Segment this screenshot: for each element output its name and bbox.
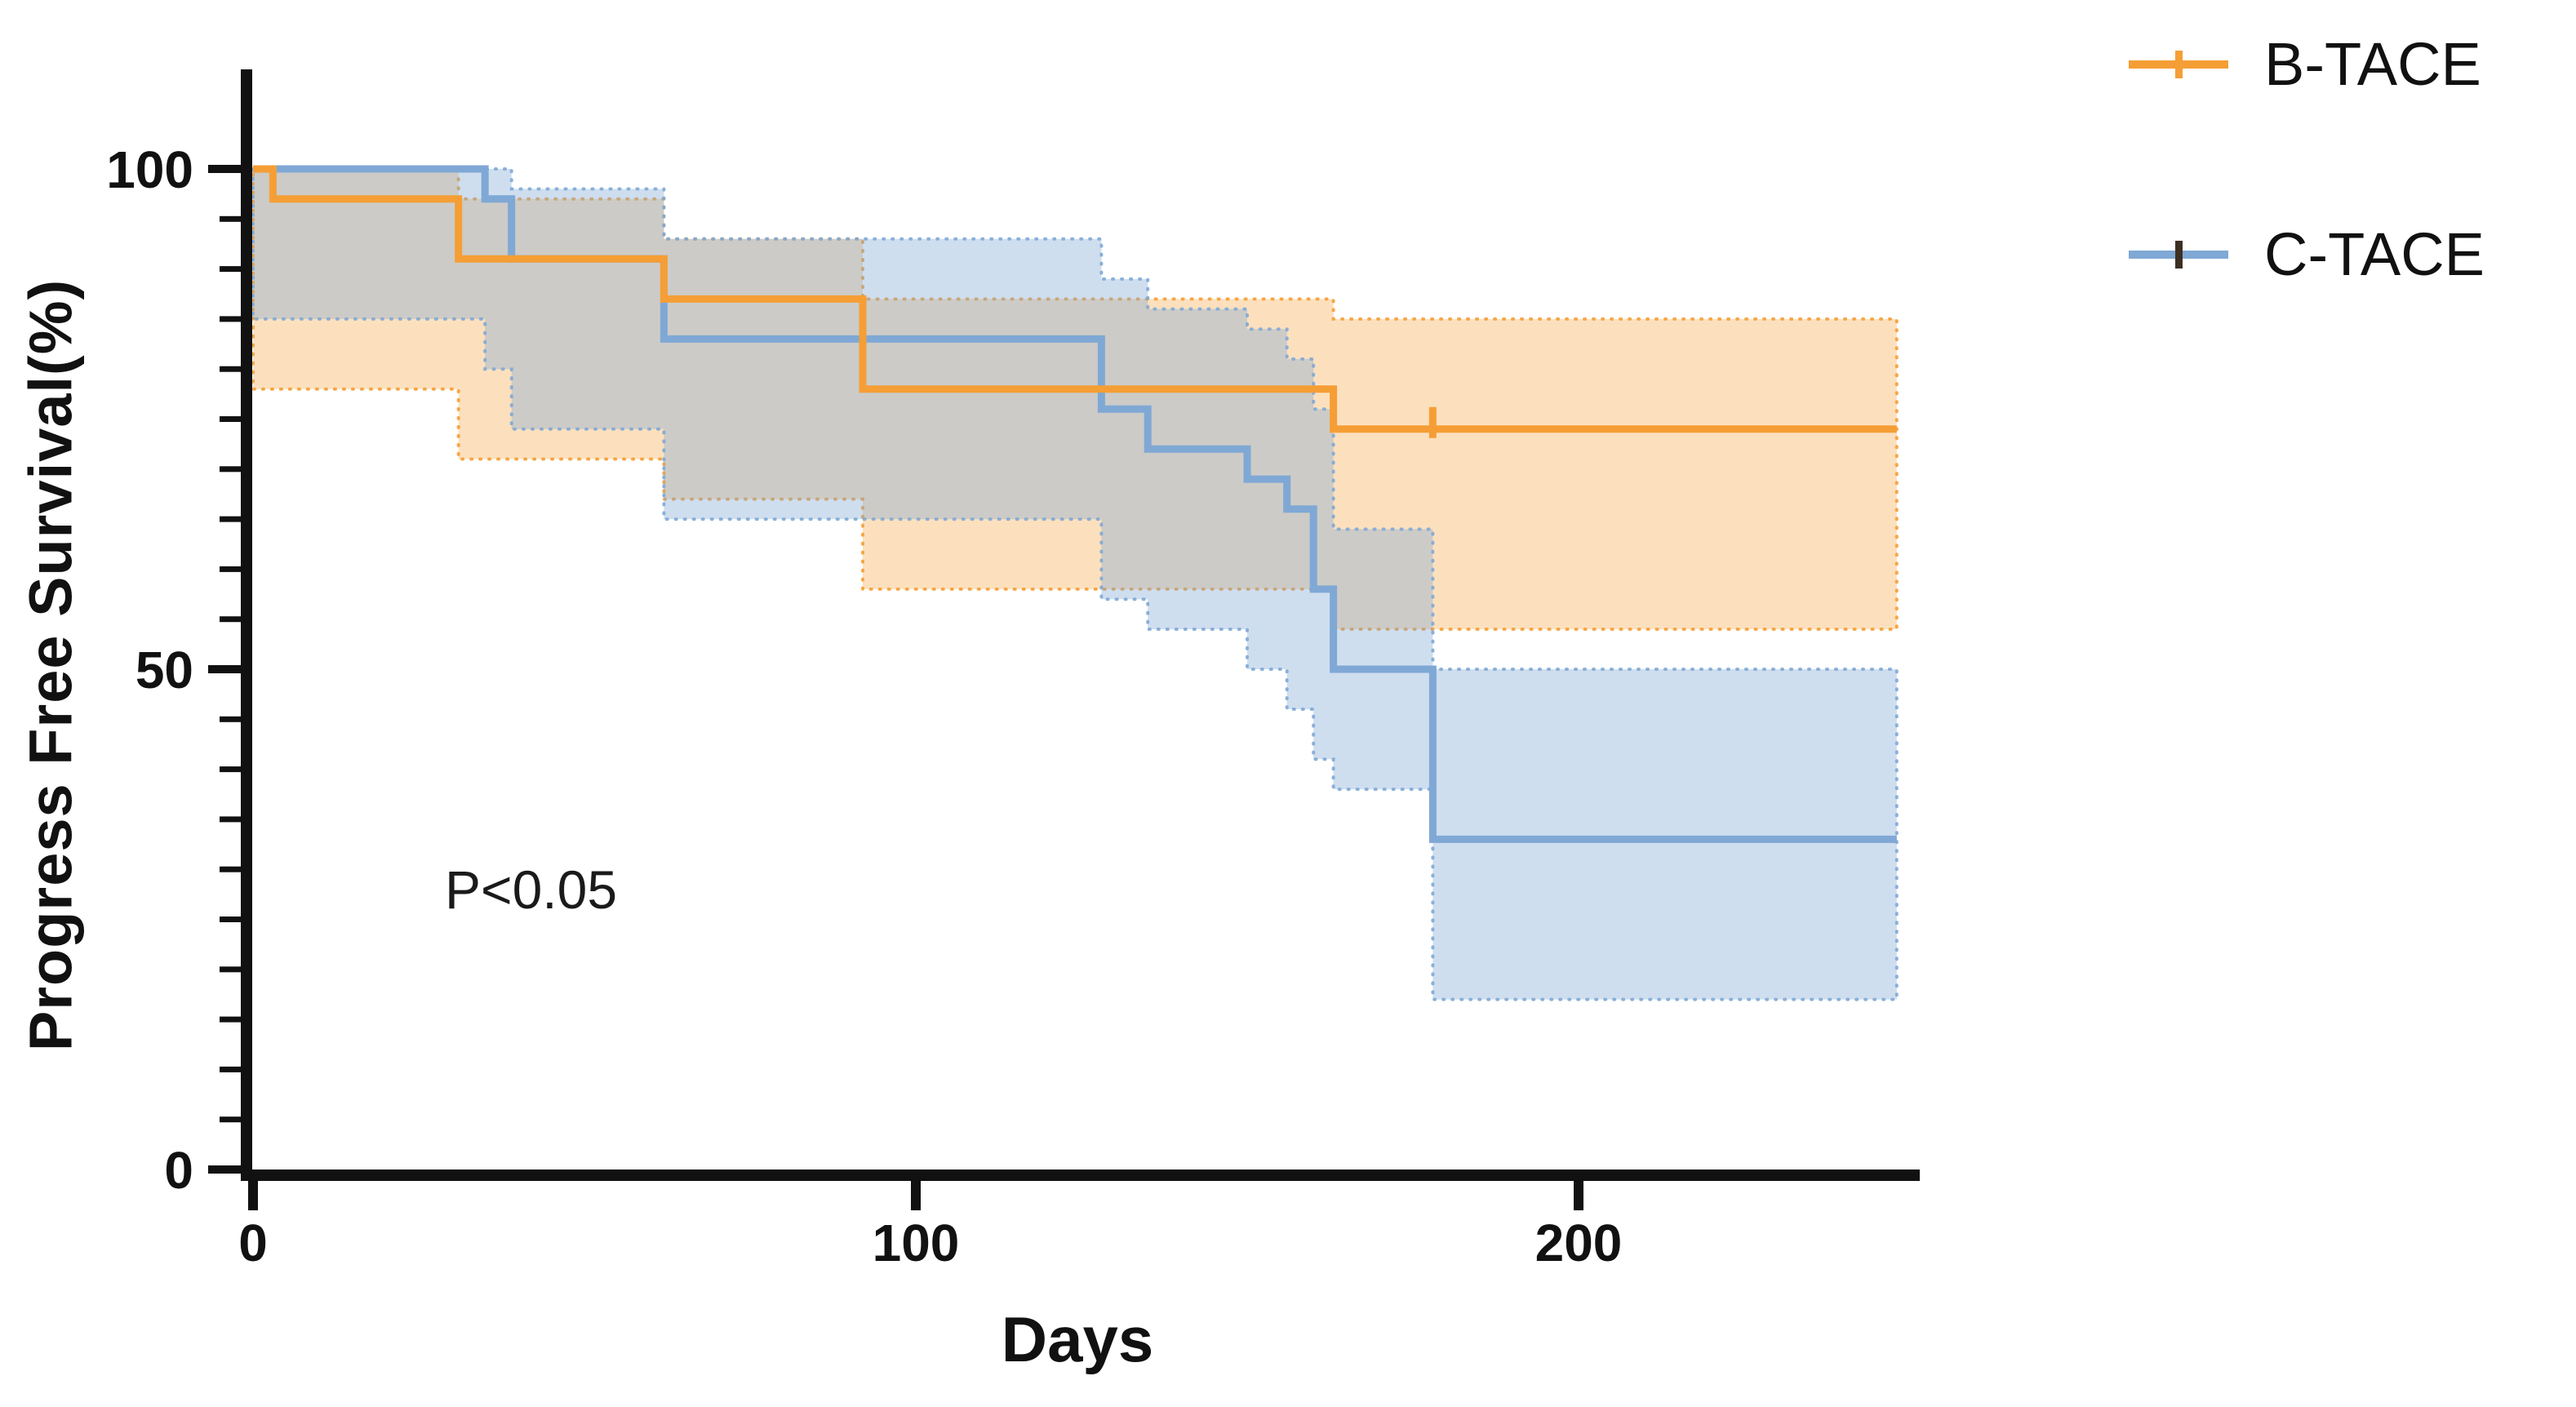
- y-major-tick: [208, 665, 241, 673]
- x-tick-label: 200: [1535, 1214, 1623, 1272]
- y-minor-tick: [220, 766, 241, 773]
- x-major-tick: [1574, 1181, 1583, 1210]
- y-minor-tick: [220, 466, 241, 473]
- y-minor-tick: [220, 215, 241, 222]
- x-tick-label: 0: [238, 1214, 268, 1272]
- y-minor-tick: [220, 316, 241, 322]
- legend-censor-tick-icon: [2174, 50, 2183, 78]
- legend-item-b-tace: B-TACE: [2129, 29, 2485, 99]
- x-tick-label: 100: [873, 1214, 960, 1272]
- ci-band-C-TACE: [251, 167, 1899, 1001]
- x-axis-label: Days: [1001, 1303, 1154, 1375]
- y-axis-line: [241, 69, 252, 1181]
- x-major-tick: [248, 1181, 258, 1210]
- y-minor-tick: [220, 966, 241, 973]
- y-major-tick: [208, 165, 241, 173]
- b-tace-line-swatch-icon: [2129, 47, 2229, 82]
- legend-item-c-tace: C-TACE: [2129, 220, 2485, 289]
- y-minor-tick: [220, 816, 241, 823]
- censor-mark-B-TACE: [1428, 406, 1437, 438]
- y-major-tick: [208, 1165, 241, 1174]
- c-tace-line-swatch-icon: [2129, 237, 2229, 273]
- x-major-tick: [911, 1181, 921, 1210]
- y-minor-tick: [220, 366, 241, 372]
- y-tick-label: 50: [135, 641, 193, 699]
- y-minor-tick: [220, 516, 241, 522]
- y-minor-tick: [220, 566, 241, 572]
- legend-censor-tick-icon: [2174, 240, 2183, 269]
- series-line-B-TACE: [253, 165, 1897, 433]
- y-minor-tick: [220, 1016, 241, 1023]
- y-minor-tick: [220, 266, 241, 273]
- y-tick-label: 100: [106, 140, 193, 199]
- y-minor-tick: [220, 416, 241, 422]
- legend-label-b-tace: B-TACE: [2264, 30, 2481, 98]
- y-minor-tick: [220, 917, 241, 922]
- legend-label-c-tace: C-TACE: [2264, 220, 2485, 288]
- y-axis-label: Progress Free Survival(%): [16, 278, 85, 1052]
- p-value-annotation: P<0.05: [445, 859, 618, 920]
- y-minor-tick: [220, 1116, 241, 1123]
- y-minor-tick: [220, 616, 241, 623]
- legend: B-TACE C-TACE: [2129, 29, 2485, 289]
- series-line-C-TACE: [253, 165, 1897, 843]
- y-tick-label: 0: [164, 1141, 193, 1200]
- x-axis-line: [241, 1170, 1920, 1181]
- y-minor-tick: [220, 716, 241, 722]
- y-minor-tick: [220, 866, 241, 872]
- y-minor-tick: [220, 1066, 241, 1072]
